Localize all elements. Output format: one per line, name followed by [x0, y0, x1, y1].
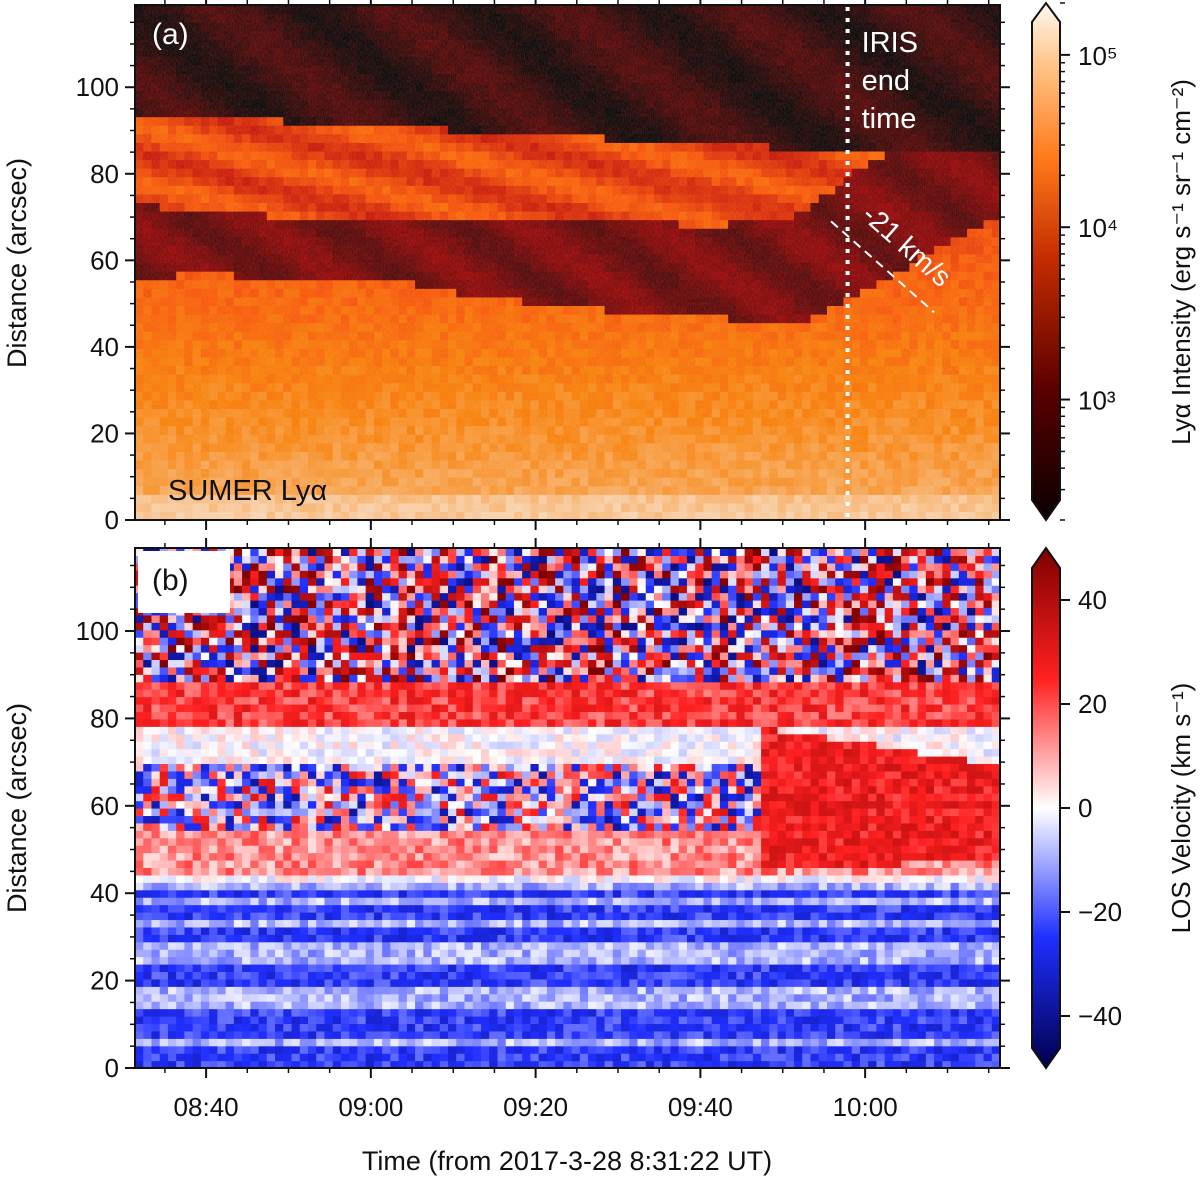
intensity-map [135, 5, 1000, 520]
